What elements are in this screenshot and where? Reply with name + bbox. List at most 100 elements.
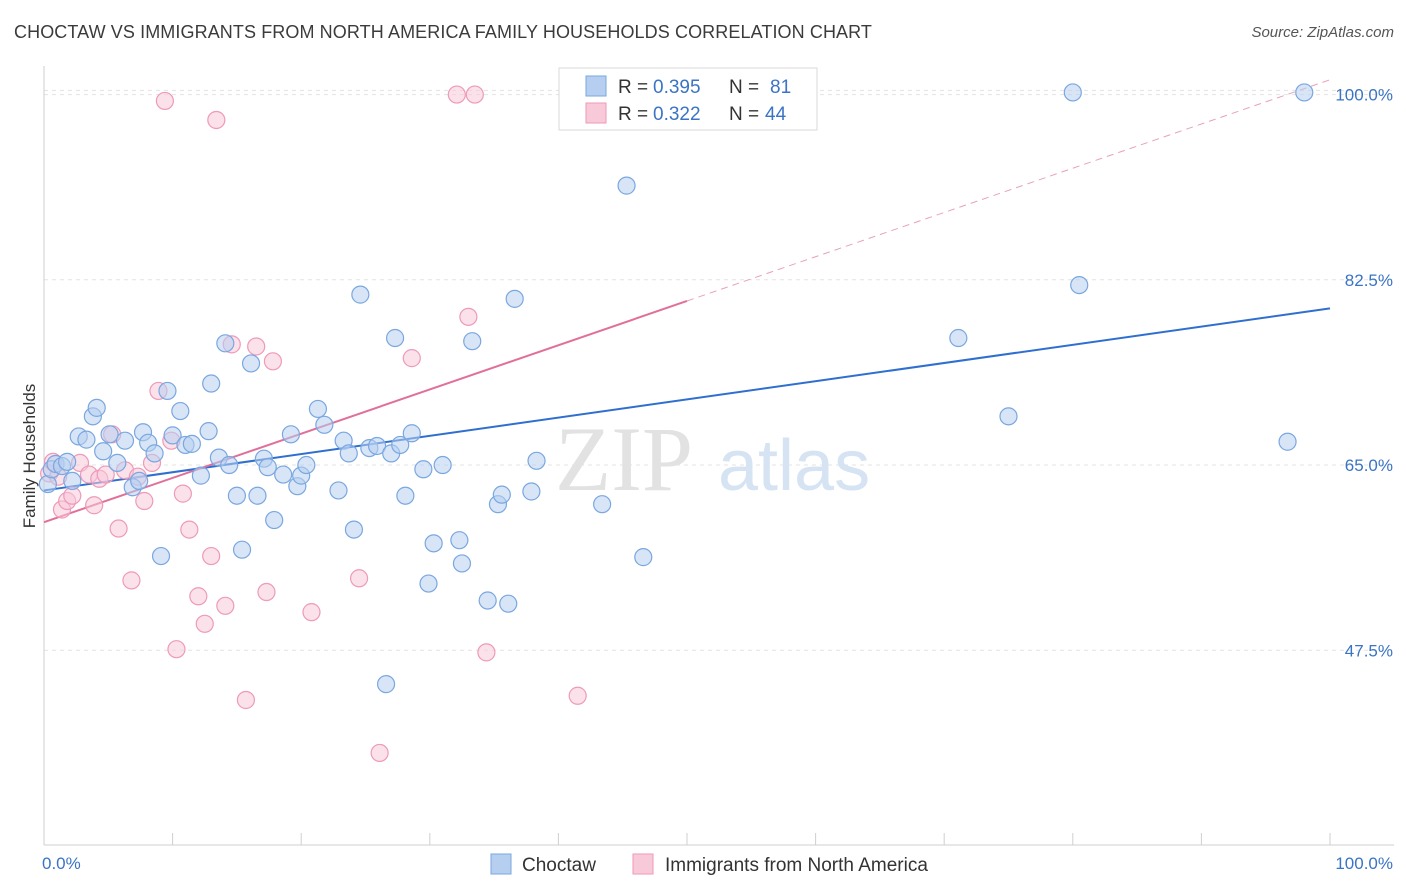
choctaw-point-39 (281, 425, 301, 444)
legend-r-label-1: R = (618, 77, 648, 98)
choctaw-point-4 (58, 452, 77, 471)
choctaw-point-75 (949, 328, 968, 348)
choctaw-point-30 (220, 455, 239, 475)
legend-swatch-choctaw (585, 75, 607, 97)
bottom-legend-label-immigrants: Immigrants from North America (665, 855, 928, 876)
choctaw-point-27 (202, 374, 221, 393)
immigrants-point-24 (189, 587, 208, 606)
choctaw-point-15 (130, 471, 149, 491)
choctaw-point-33 (241, 354, 261, 373)
choctaw-point-47 (339, 444, 358, 463)
immigrants-point-40 (465, 85, 484, 104)
choctaw-point-77 (1063, 83, 1082, 102)
x-ticks (43, 833, 1331, 845)
immigrants-point-35 (349, 569, 369, 588)
legend-n-label-1: N = (729, 77, 759, 98)
legend-swatch-immigrants (585, 102, 607, 124)
choctaw-point-13 (115, 431, 135, 450)
immigrants-point-27 (207, 110, 226, 130)
choctaw-point-21 (163, 426, 182, 445)
watermark-zip: ZIP (555, 408, 693, 510)
choctaw-point-25 (191, 466, 210, 485)
choctaw-point-0 (38, 474, 57, 494)
choctaw-point-74 (634, 548, 653, 567)
choctaw-point-64 (463, 332, 482, 351)
choctaw-point-22 (171, 401, 190, 421)
immigrants-point-14 (122, 571, 141, 590)
y-tick-label-1: 65.0% (1345, 456, 1393, 475)
bottom-legend-swatch-immigrants (632, 853, 654, 875)
immigrants-point-38 (447, 85, 466, 104)
immigrants-point-39 (459, 307, 478, 326)
choctaw-point-45 (329, 481, 348, 500)
choctaw-point-61 (433, 455, 452, 475)
bottom-legend: Choctaw Immigrants from North America (490, 853, 928, 876)
choctaw-point-26 (199, 422, 218, 441)
choctaw-point-9 (87, 398, 106, 417)
choctaw-point-32 (232, 540, 252, 559)
watermark-atlas: atlas (718, 426, 870, 506)
immigrants-point-12 (109, 519, 128, 538)
immigrants-point-22 (173, 484, 192, 503)
immigrants-point-30 (236, 690, 256, 710)
choctaw-point-54 (385, 328, 405, 348)
choctaw-points (38, 83, 1314, 694)
choctaw-point-7 (77, 430, 96, 449)
immigrants-point-37 (402, 349, 421, 368)
immigrants-point-31 (247, 337, 266, 356)
choctaw-point-56 (396, 486, 415, 505)
choctaw-point-37 (265, 510, 284, 530)
y-tick-label-2: 82.5% (1345, 271, 1393, 290)
choctaw-point-79 (1278, 432, 1297, 451)
choctaw-point-34 (248, 486, 267, 505)
y-tick-label-3: 100.0% (1335, 86, 1393, 105)
choctaw-point-80 (1295, 83, 1314, 102)
x-tick-label-min: 0.0% (42, 854, 81, 873)
bottom-legend-label-choctaw: Choctaw (522, 855, 596, 876)
immigrants-trend-line (43, 300, 688, 524)
top-legend: R = 0.395 N = 81 R = 0.322 N = 44 (558, 67, 818, 131)
y-tick-labels: 47.5% 65.0% 82.5% 100.0% (1335, 86, 1393, 661)
choctaw-point-72 (593, 495, 612, 514)
legend-n-value-2: 44 (765, 104, 787, 125)
choctaw-point-5 (63, 471, 82, 491)
immigrants-point-10 (96, 465, 115, 484)
immigrants-point-21 (167, 640, 186, 659)
choctaw-point-36 (258, 458, 277, 477)
immigrants-point-8 (85, 496, 104, 515)
choctaw-point-73 (617, 176, 636, 195)
chart-title: CHOCTAW VS IMMIGRANTS FROM NORTH AMERICA… (14, 22, 873, 42)
immigrants-point-41 (477, 643, 496, 662)
choctaw-point-42 (297, 455, 316, 475)
legend-r-value-2: 0.322 (653, 104, 701, 125)
choctaw-point-10 (94, 442, 113, 461)
choctaw-point-52 (376, 675, 396, 694)
choctaw-point-76 (999, 407, 1018, 426)
immigrants-point-19 (155, 91, 174, 111)
immigrants-point-16 (135, 491, 154, 511)
choctaw-point-19 (151, 546, 171, 566)
choctaw-point-60 (424, 534, 443, 553)
legend-n-label-2: N = (729, 104, 759, 125)
immigrants-point-25 (195, 614, 214, 633)
choctaw-point-62 (450, 531, 469, 550)
immigrants-point-36 (370, 743, 389, 763)
choctaw-point-63 (452, 554, 472, 573)
choctaw-point-57 (402, 424, 421, 443)
y-tick-label-0: 47.5% (1345, 641, 1393, 660)
choctaw-point-43 (308, 399, 328, 419)
choctaw-point-67 (492, 485, 511, 504)
choctaw-point-20 (158, 381, 177, 401)
choctaw-point-38 (274, 465, 293, 484)
legend-r-label-2: R = (618, 104, 648, 125)
choctaw-point-68 (499, 594, 518, 613)
immigrants-trend-extension (686, 79, 1331, 302)
choctaw-point-11 (100, 425, 119, 444)
choctaw-point-51 (367, 436, 387, 456)
choctaw-point-55 (391, 435, 410, 455)
choctaw-point-24 (182, 434, 201, 453)
choctaw-point-70 (522, 482, 541, 501)
immigrants-point-32 (257, 582, 276, 602)
bottom-legend-swatch-choctaw (490, 853, 512, 875)
